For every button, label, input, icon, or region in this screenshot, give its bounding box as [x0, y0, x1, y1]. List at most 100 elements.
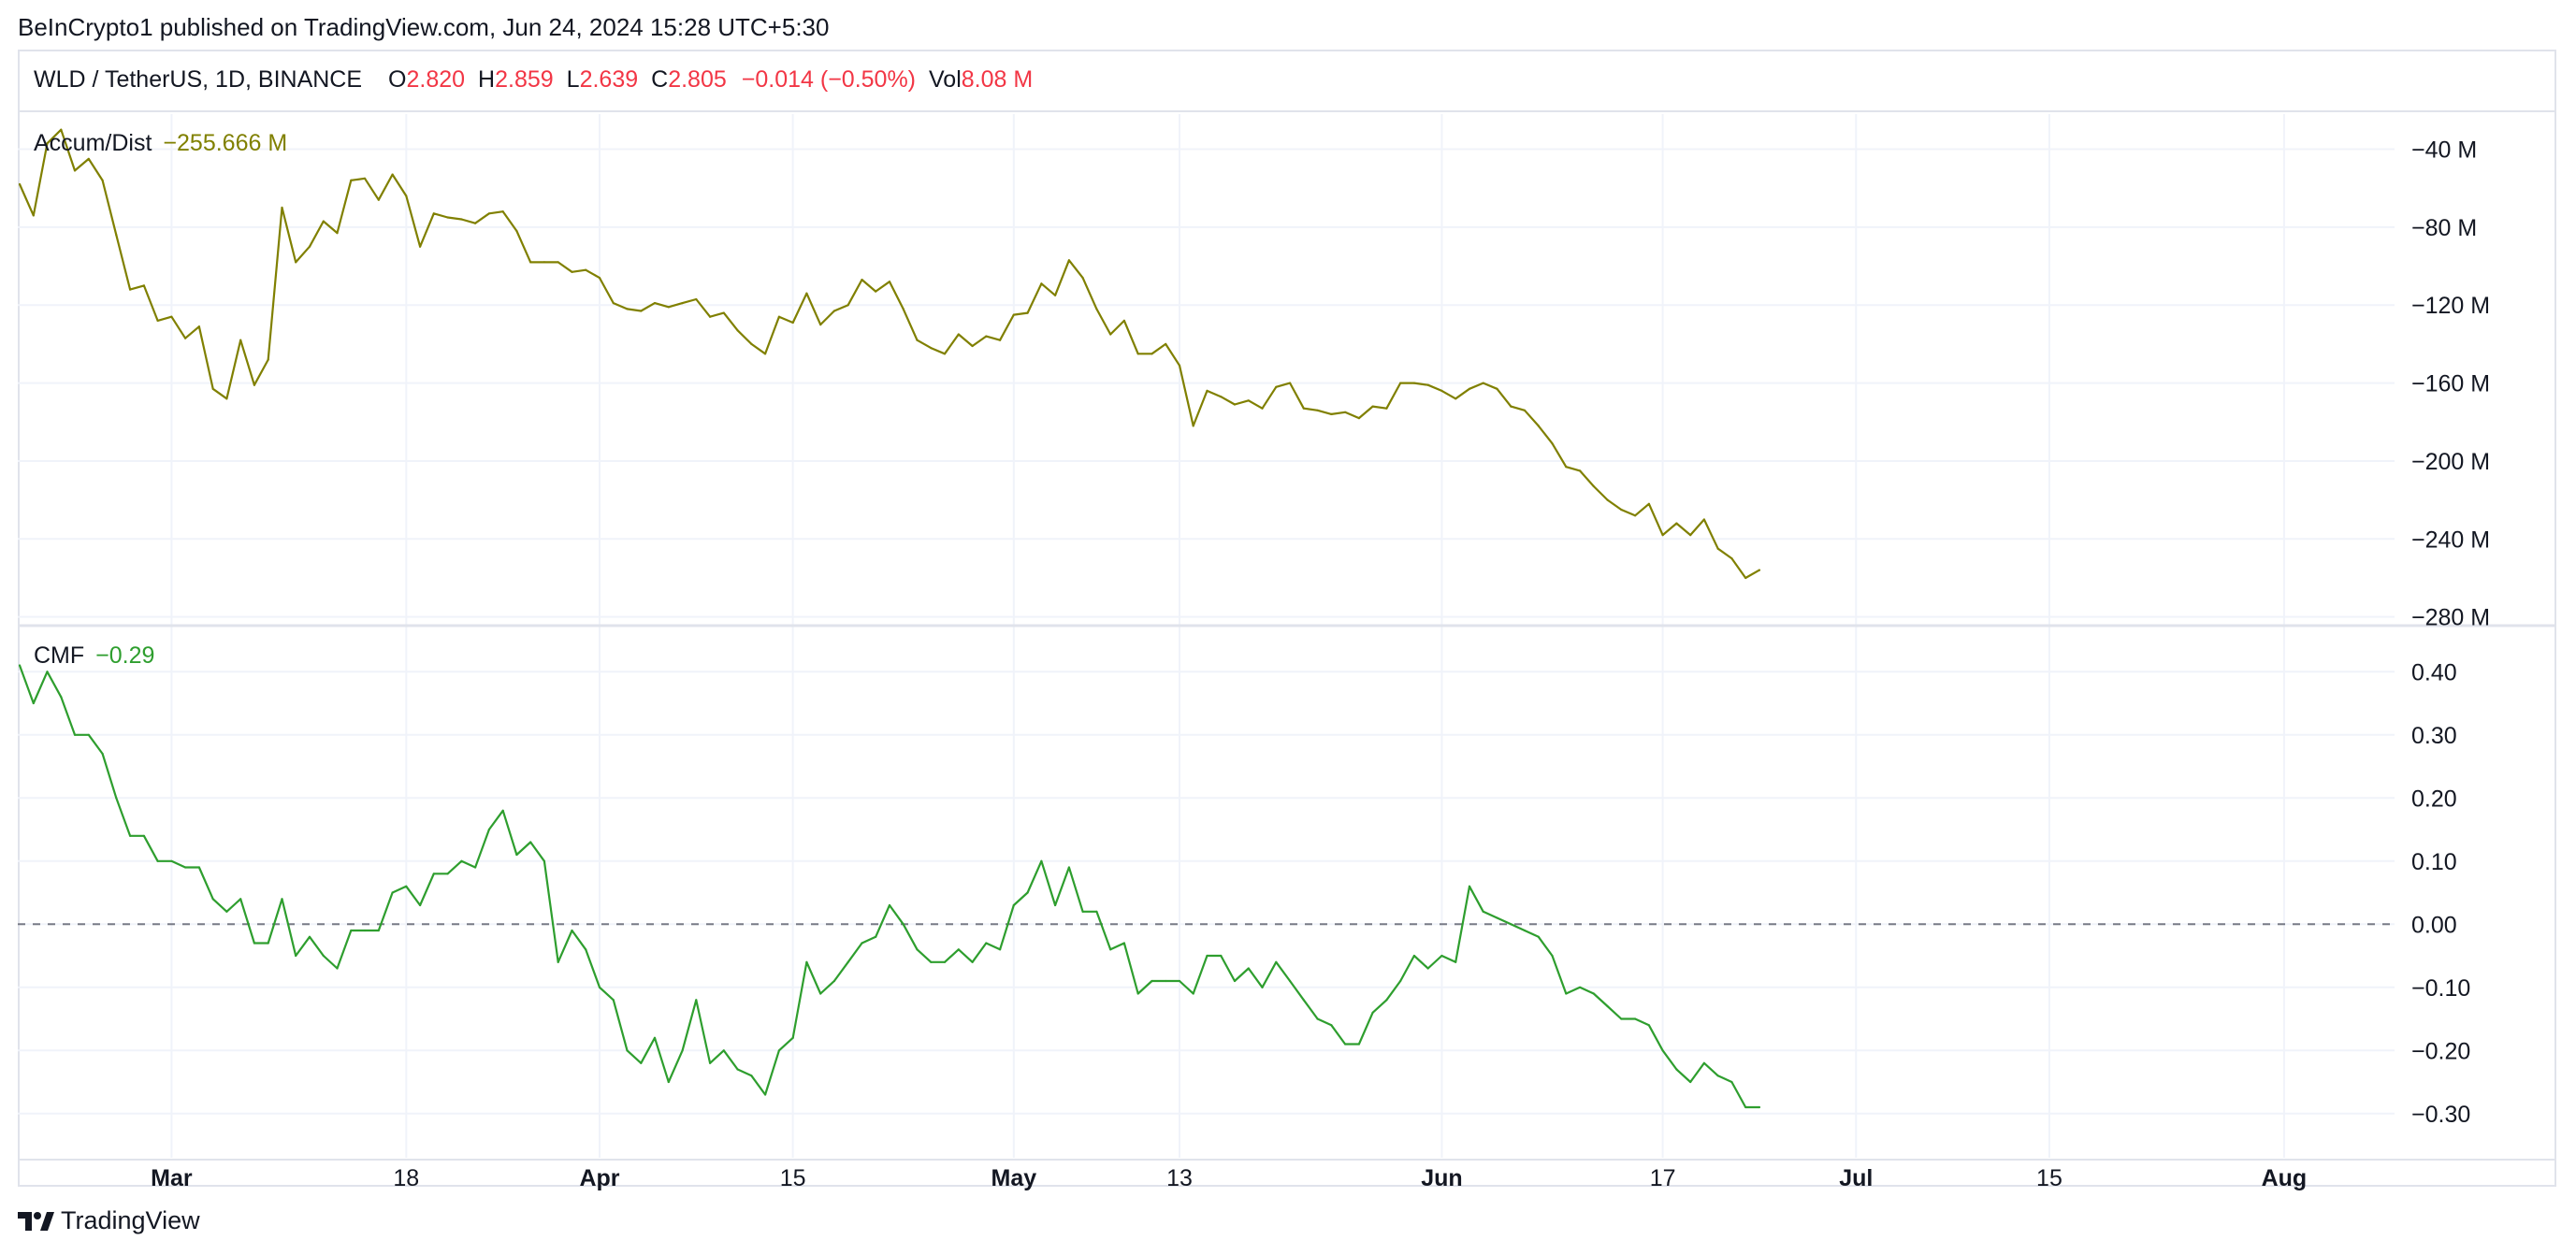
- cmf-name: CMF: [34, 642, 85, 669]
- accum-data-point: [1385, 407, 1388, 410]
- cmf-data-point: [888, 903, 891, 907]
- cmf-data-point: [681, 1049, 684, 1052]
- cmf-data-point: [861, 942, 863, 945]
- accum-data-point: [1344, 411, 1347, 413]
- accum-data-point: [142, 284, 145, 287]
- cmf-data-point: [87, 733, 90, 736]
- cmf-data-point: [1744, 1105, 1747, 1109]
- accum-series-line: [18, 128, 1760, 580]
- cmf-value: −0.29: [95, 642, 155, 669]
- cmf-data-point: [1012, 903, 1015, 907]
- cmf-data-point: [916, 948, 919, 951]
- accum-data-point: [18, 182, 22, 186]
- cmf-data-point: [156, 859, 159, 862]
- cmf-data-point: [1330, 1024, 1333, 1027]
- accum-data-point: [184, 337, 187, 339]
- cmf-data-point: [197, 866, 200, 869]
- cmf-data-point: [777, 1049, 781, 1052]
- cmf-data-point: [281, 898, 283, 901]
- accum-data-point: [1440, 389, 1443, 392]
- cmf-data-point: [709, 1061, 712, 1064]
- accum-data-point: [1067, 259, 1070, 262]
- accum-data-point: [626, 308, 629, 310]
- accum-data-point: [1496, 387, 1498, 390]
- accum-data-point: [225, 397, 228, 400]
- change-value: −0.014 (−0.50%): [741, 66, 917, 93]
- cmf-data-point: [667, 1080, 670, 1084]
- open-value: 2.820: [406, 66, 466, 93]
- accum-data-point: [1647, 502, 1650, 505]
- cmf-data-point: [1151, 979, 1153, 983]
- cmf-data-point: [1620, 1017, 1623, 1020]
- cmf-data-point: [957, 948, 960, 951]
- accum-dist-legend[interactable]: Accum/Dist −255.666 M: [34, 130, 287, 157]
- accum-data-point: [1261, 407, 1264, 410]
- cmf-data-point: [764, 1093, 767, 1096]
- cmf-data-point: [18, 664, 22, 667]
- cmf-data-point: [1040, 859, 1043, 862]
- accum-data-point: [1151, 353, 1153, 355]
- accum-data-point: [805, 292, 808, 295]
- cmf-data-point: [902, 923, 904, 926]
- accum-data-point: [129, 288, 132, 291]
- accum-data-point: [515, 229, 518, 233]
- symbol-name[interactable]: WLD / TetherUS, 1D, BINANCE: [34, 66, 363, 93]
- cmf-data-point: [1095, 910, 1098, 913]
- cmf-data-point: [322, 954, 325, 958]
- cmf-data-point: [875, 935, 877, 938]
- accum-data-point: [1634, 514, 1637, 517]
- accum-y-tick-label: −200 M: [2411, 449, 2490, 475]
- accum-data-point: [239, 339, 242, 341]
- x-tick-label: 15: [2036, 1165, 2062, 1191]
- cmf-series-line: [18, 665, 1759, 1109]
- accum-data-point: [1316, 409, 1319, 411]
- accum-data-point: [1136, 353, 1139, 355]
- cmf-data-point: [640, 1061, 643, 1064]
- accum-data-point: [1716, 547, 1719, 550]
- accum-data-point: [667, 306, 670, 309]
- accum-data-point: [1592, 484, 1595, 488]
- cmf-data-point: [832, 979, 836, 983]
- chart-frame: [18, 50, 2556, 1187]
- accum-data-point: [336, 232, 339, 235]
- accum-data-point: [1040, 282, 1043, 285]
- accum-data-point: [1661, 534, 1664, 537]
- low-value: 2.639: [579, 66, 639, 93]
- accum-data-point: [308, 245, 311, 248]
- cmf-data-point: [1426, 967, 1429, 970]
- accum-y-tick-label: −80 M: [2411, 215, 2477, 241]
- accum-data-point: [1233, 403, 1237, 406]
- accum-data-point: [73, 169, 77, 172]
- accum-data-point: [1510, 405, 1512, 408]
- accum-data-point: [1523, 409, 1527, 411]
- accum-data-point: [1330, 412, 1333, 415]
- cmf-data-point: [722, 1049, 725, 1052]
- x-tick-label: 18: [393, 1165, 419, 1191]
- cmf-data-point: [419, 903, 422, 907]
- tradingview-logo[interactable]: TradingView: [18, 1206, 200, 1235]
- cmf-data-point: [1440, 954, 1443, 958]
- cmf-legend[interactable]: CMF −0.29: [34, 642, 154, 670]
- high-label: H: [478, 66, 496, 93]
- cmf-data-point: [543, 859, 546, 862]
- accum-data-point: [681, 302, 684, 305]
- close-value: 2.805: [668, 66, 727, 93]
- accum-data-point: [1122, 319, 1125, 322]
- accum-dist-value: −255.666 M: [163, 130, 288, 156]
- cmf-data-point: [1247, 967, 1250, 970]
- cmf-data-point: [1592, 992, 1595, 995]
- accum-data-point: [170, 315, 173, 318]
- cmf-data-point: [446, 873, 449, 875]
- cmf-data-point: [1206, 954, 1208, 958]
- accum-data-point: [1606, 498, 1609, 501]
- cmf-data-point: [1054, 903, 1057, 907]
- accum-data-point: [888, 281, 891, 283]
- accum-data-point: [419, 245, 422, 248]
- cmf-data-point: [211, 898, 214, 901]
- accum-data-point: [930, 347, 933, 350]
- accum-data-point: [1206, 389, 1208, 392]
- cmf-data-point: [1026, 891, 1029, 894]
- accum-data-point: [1289, 382, 1292, 384]
- cmf-data-point: [598, 986, 601, 988]
